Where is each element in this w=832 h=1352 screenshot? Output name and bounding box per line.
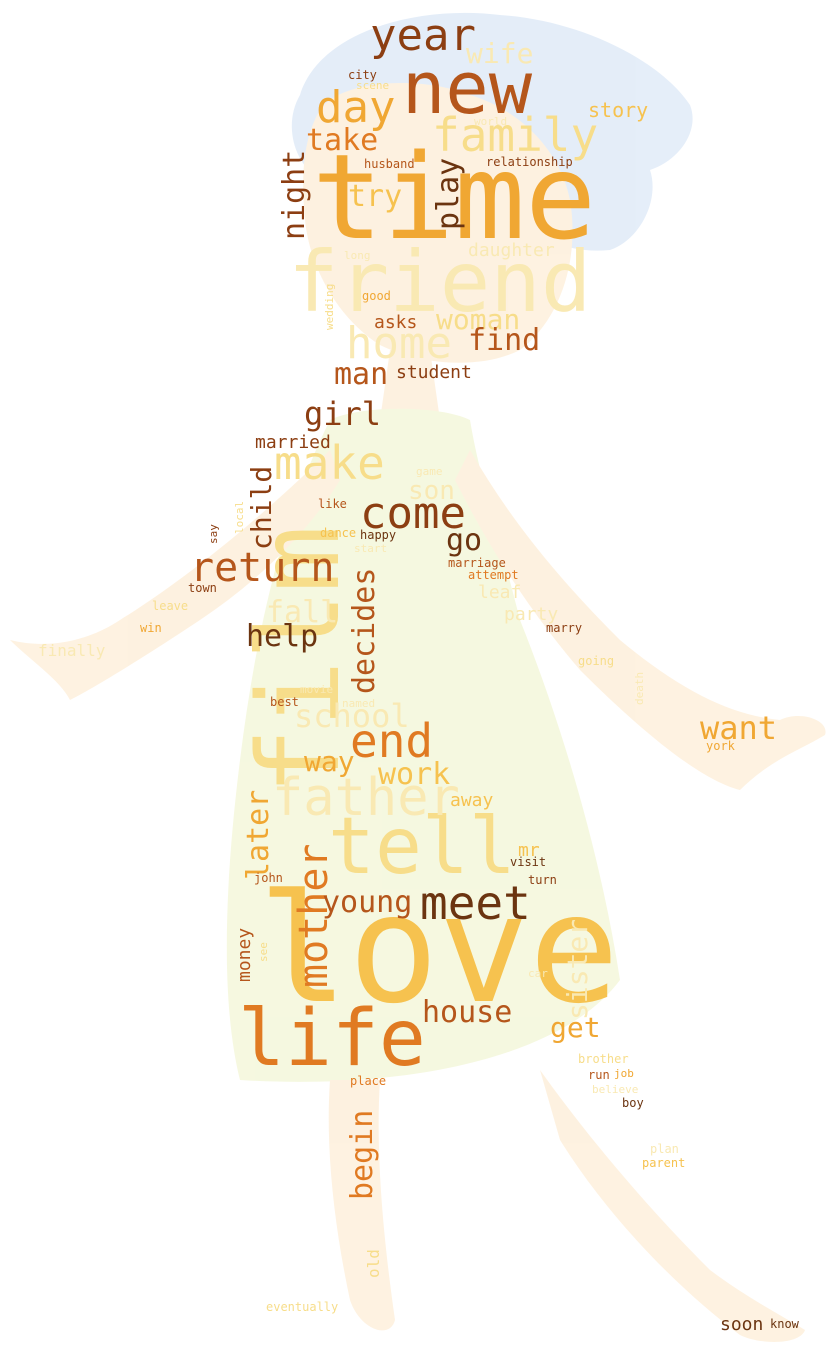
word: tell — [328, 802, 516, 892]
word: find — [468, 323, 541, 358]
word: begin — [345, 1109, 380, 1200]
word: go — [446, 523, 483, 558]
word: woman — [436, 303, 521, 336]
word: daughter — [468, 240, 555, 261]
word: end — [350, 714, 434, 768]
word: father — [272, 768, 460, 828]
word: say — [207, 524, 220, 544]
word: long — [344, 249, 371, 262]
word: car — [528, 967, 548, 980]
word: return — [190, 545, 335, 591]
word: best — [270, 695, 299, 709]
word: dance — [320, 526, 357, 540]
word: boy — [622, 1096, 644, 1110]
word: night — [277, 149, 312, 240]
word: meet — [420, 876, 531, 930]
word: young — [322, 885, 413, 920]
word: take — [306, 123, 379, 158]
word: happy — [360, 528, 397, 542]
word: soon — [720, 1314, 764, 1335]
word: friend — [288, 233, 592, 331]
word: asks — [374, 312, 418, 333]
word: fall — [266, 595, 339, 630]
word: town — [188, 581, 217, 595]
word: mr — [518, 840, 540, 861]
word: play — [431, 157, 466, 230]
word: money — [234, 927, 255, 982]
word: eventually — [266, 1300, 339, 1314]
word: later — [241, 789, 276, 880]
word: come — [360, 488, 466, 539]
word: life — [238, 994, 426, 1084]
word: wedding — [323, 283, 336, 330]
word: finally — [38, 641, 106, 660]
word: going — [578, 654, 615, 668]
word: turn — [528, 873, 557, 887]
word: plan — [650, 1142, 679, 1156]
word: believe — [592, 1083, 639, 1096]
word: girl — [304, 395, 382, 433]
word: way — [304, 745, 355, 778]
word: scene — [356, 79, 390, 92]
word: start — [354, 542, 388, 555]
word: party — [504, 604, 559, 625]
word: work — [378, 757, 451, 792]
word: try — [348, 179, 403, 214]
word: wife — [466, 37, 534, 70]
word: new — [402, 46, 533, 130]
word: run — [588, 1068, 610, 1082]
word: york — [706, 739, 735, 753]
word: love — [258, 863, 620, 1037]
word: man — [334, 357, 389, 392]
word: day — [316, 82, 396, 133]
word: win — [140, 621, 162, 635]
word: place — [350, 1074, 387, 1088]
word: movie — [300, 683, 334, 696]
word: know — [770, 1317, 799, 1331]
word: help — [246, 619, 319, 654]
word: married — [255, 432, 331, 453]
word: john — [254, 871, 283, 885]
word: sister — [561, 918, 594, 1020]
word: marriage — [448, 556, 506, 570]
word: son — [408, 476, 455, 506]
word: good — [362, 289, 391, 303]
word: family — [432, 108, 599, 162]
word: house — [422, 995, 513, 1030]
word: see — [257, 942, 270, 962]
word: leave — [152, 599, 189, 613]
word: child — [245, 465, 278, 550]
word: city — [348, 68, 377, 82]
word: old — [364, 1249, 383, 1278]
word: marry — [546, 621, 583, 635]
word: time — [312, 128, 597, 266]
word: school — [294, 697, 410, 735]
word: want — [700, 709, 778, 747]
word: make — [274, 436, 385, 490]
word: like — [318, 497, 347, 511]
word: local — [233, 500, 246, 534]
word: relationship — [486, 155, 573, 169]
word: attempt — [468, 568, 519, 582]
word: year — [370, 10, 476, 61]
word: decides — [347, 567, 382, 694]
word: husband — [364, 157, 415, 171]
word: world — [474, 115, 508, 128]
word: home — [346, 318, 452, 369]
word: parent — [642, 1156, 686, 1170]
word: leaf — [478, 582, 522, 603]
word: get — [550, 1011, 601, 1044]
word: job — [614, 1067, 634, 1080]
word: story — [588, 98, 649, 122]
word: death — [633, 671, 646, 705]
word: away — [450, 790, 494, 811]
word: game — [416, 465, 443, 478]
word: visit — [510, 855, 547, 869]
word: student — [396, 362, 472, 383]
word: named — [342, 697, 376, 710]
word: brother — [578, 1052, 629, 1066]
